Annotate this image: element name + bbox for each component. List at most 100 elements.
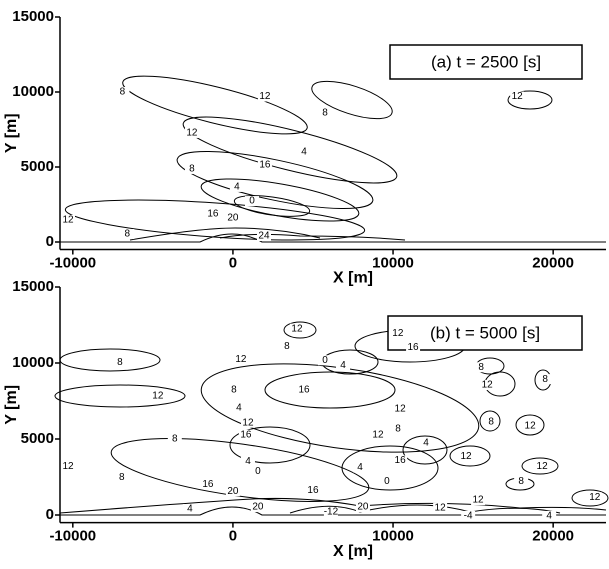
- contour-label: 12: [589, 492, 601, 503]
- contour-label: 12: [473, 495, 485, 506]
- contour-label: 4: [546, 511, 552, 522]
- x-tick-label: 20000: [532, 528, 574, 545]
- contour-label: 8: [284, 341, 290, 352]
- contour-label-bg: [256, 231, 271, 241]
- contour-label-bg: [233, 354, 248, 365]
- contour-label-bg: [484, 416, 499, 427]
- contour-label-bg: [461, 510, 476, 521]
- contour-label: 12: [242, 417, 254, 428]
- contour: [229, 426, 311, 464]
- contour: [264, 371, 396, 409]
- contour-label-bg: [250, 502, 265, 513]
- contour-label: 12: [291, 323, 303, 334]
- contour-label-bg: [225, 486, 240, 497]
- contour-label-bg: [433, 503, 448, 514]
- x-tick-label: 20000: [532, 254, 574, 271]
- x-tick-label: -10000: [49, 254, 96, 271]
- contour-label: 4: [340, 360, 346, 371]
- contour-label: 12: [62, 215, 74, 226]
- y-tick-label: 0: [46, 506, 54, 523]
- contour-label-bg: [523, 420, 538, 431]
- x-tick-label: 0: [229, 254, 237, 271]
- contour-label: 8: [231, 385, 237, 396]
- contour-label: 12: [395, 404, 407, 415]
- contour-label: 20: [227, 213, 239, 224]
- x-tick-label: 10000: [372, 528, 414, 545]
- contour-label-bg: [370, 429, 385, 440]
- contour-label: 8: [322, 108, 328, 119]
- contour-label-bg: [184, 163, 199, 174]
- contour-label: 16: [202, 479, 214, 490]
- contour-label: 0: [322, 355, 328, 366]
- x-tick-label: 0: [229, 528, 237, 545]
- contour-label: 16: [207, 209, 219, 220]
- title-box: [387, 315, 583, 351]
- contour: [515, 414, 545, 436]
- contour-label-bg: [317, 108, 332, 118]
- x-axis-label: X [m]: [333, 270, 373, 287]
- contours-b: [54, 321, 609, 516]
- contour-label-bg: [150, 390, 165, 401]
- contour-label-bg: [240, 456, 255, 467]
- contour-label-bg: [200, 479, 215, 490]
- contour-label: 8: [478, 362, 484, 373]
- contour-label-bg: [353, 462, 368, 473]
- x-axis-label: X [m]: [333, 543, 373, 560]
- contour-label: 16: [395, 455, 407, 466]
- contour: [182, 116, 398, 184]
- contour-label-bg: [240, 417, 255, 428]
- contour-label: 0: [249, 196, 255, 207]
- contour-label-bg: [226, 385, 241, 396]
- contour-label: 12: [62, 461, 74, 472]
- contour-label-bg: [112, 357, 127, 368]
- contour: [521, 457, 559, 475]
- contour-label-bg: [182, 504, 197, 515]
- contour: [311, 80, 393, 120]
- x-tick-label: -10000: [49, 528, 96, 545]
- contour-label-bg: [514, 476, 529, 487]
- y-tick-label: 5000: [21, 430, 54, 447]
- panel-title: (b) t = 5000 [s]: [430, 323, 540, 342]
- contour-label-bg: [474, 362, 489, 373]
- y-tick-label: 10000: [12, 83, 54, 100]
- y-tick-label: 10000: [12, 354, 54, 371]
- contour-label-bg: [510, 91, 525, 102]
- contour-label: 20: [252, 502, 264, 513]
- contour: [341, 445, 439, 491]
- contour-label: 0: [384, 476, 390, 487]
- contour-label-bg: [391, 423, 406, 434]
- contour-label: 16: [240, 429, 252, 440]
- contour-label: 8: [488, 416, 494, 427]
- y-tick-label: 5000: [21, 158, 54, 175]
- y-tick-label: 15000: [12, 278, 54, 295]
- contour-label: 12: [537, 461, 549, 472]
- contour-label-bg: [336, 360, 351, 371]
- contour-label: 16: [259, 160, 271, 171]
- contour: [59, 497, 607, 514]
- contour-label-bg: [471, 495, 486, 506]
- contour-label: 12: [460, 451, 472, 462]
- contour: [129, 227, 321, 241]
- contour: [479, 410, 501, 432]
- contour-label-bg: [355, 502, 370, 513]
- y-axis-label: Y [m]: [3, 113, 20, 153]
- contour-label: 12: [235, 354, 247, 365]
- contour-label: 12: [392, 328, 404, 339]
- contour-label-bg: [257, 160, 272, 171]
- contour-label-bg: [317, 355, 332, 366]
- contour: [283, 321, 317, 339]
- contour-label: 12: [259, 91, 271, 102]
- contour: [289, 504, 561, 514]
- contour-label: 12: [482, 380, 494, 391]
- contour-label-bg: [305, 485, 320, 496]
- contour-label-bg: [542, 510, 557, 521]
- contour-label: 20: [357, 502, 369, 513]
- contour-label: 24: [258, 231, 270, 242]
- contour-label: 12: [435, 503, 447, 514]
- contour-label: 4: [423, 437, 429, 448]
- contour-label: 0: [255, 466, 261, 477]
- contour: [54, 384, 186, 408]
- contour-label-bg: [393, 403, 408, 414]
- contour-label: 8: [518, 476, 524, 487]
